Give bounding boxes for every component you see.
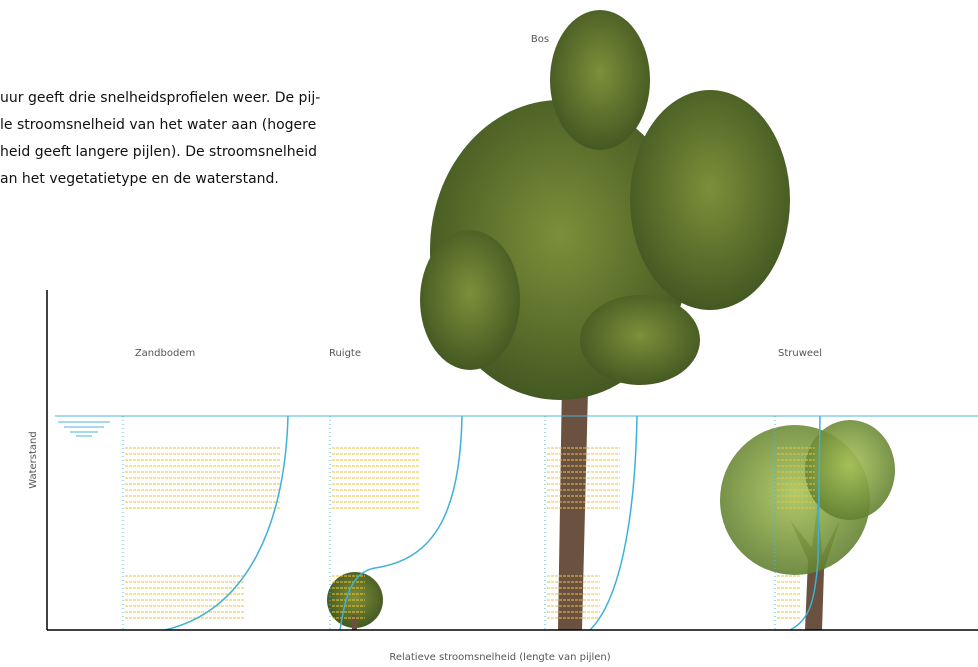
caption-line: an het vegetatietype en de waterstand. [0,171,279,187]
water-symbol [58,421,110,437]
shrub-struweel [720,420,895,630]
label-zandbodem: Zandbodem [135,348,195,359]
velocity-profile [339,415,463,631]
caption-line: le stroomsnelheid van het water aan (hog… [0,117,316,133]
label-struweel: Struweel [778,348,822,359]
caption-line: heid geeft langere pijlen). De stroomsne… [0,144,317,160]
y-axis-label: Waterstand [28,431,39,489]
velocity-profile [789,415,821,631]
tree-bos [420,10,790,630]
x-axis-label: Relatieve stroomsnelheid (lengte van pij… [389,652,610,663]
caption-line: uur geeft drie snelheidsprofielen weer. … [0,90,320,106]
label-ruigte: Ruigte [329,348,361,359]
label-bos: Bos [531,34,549,45]
velocity-profile [589,415,638,631]
velocity-profile [164,415,289,631]
